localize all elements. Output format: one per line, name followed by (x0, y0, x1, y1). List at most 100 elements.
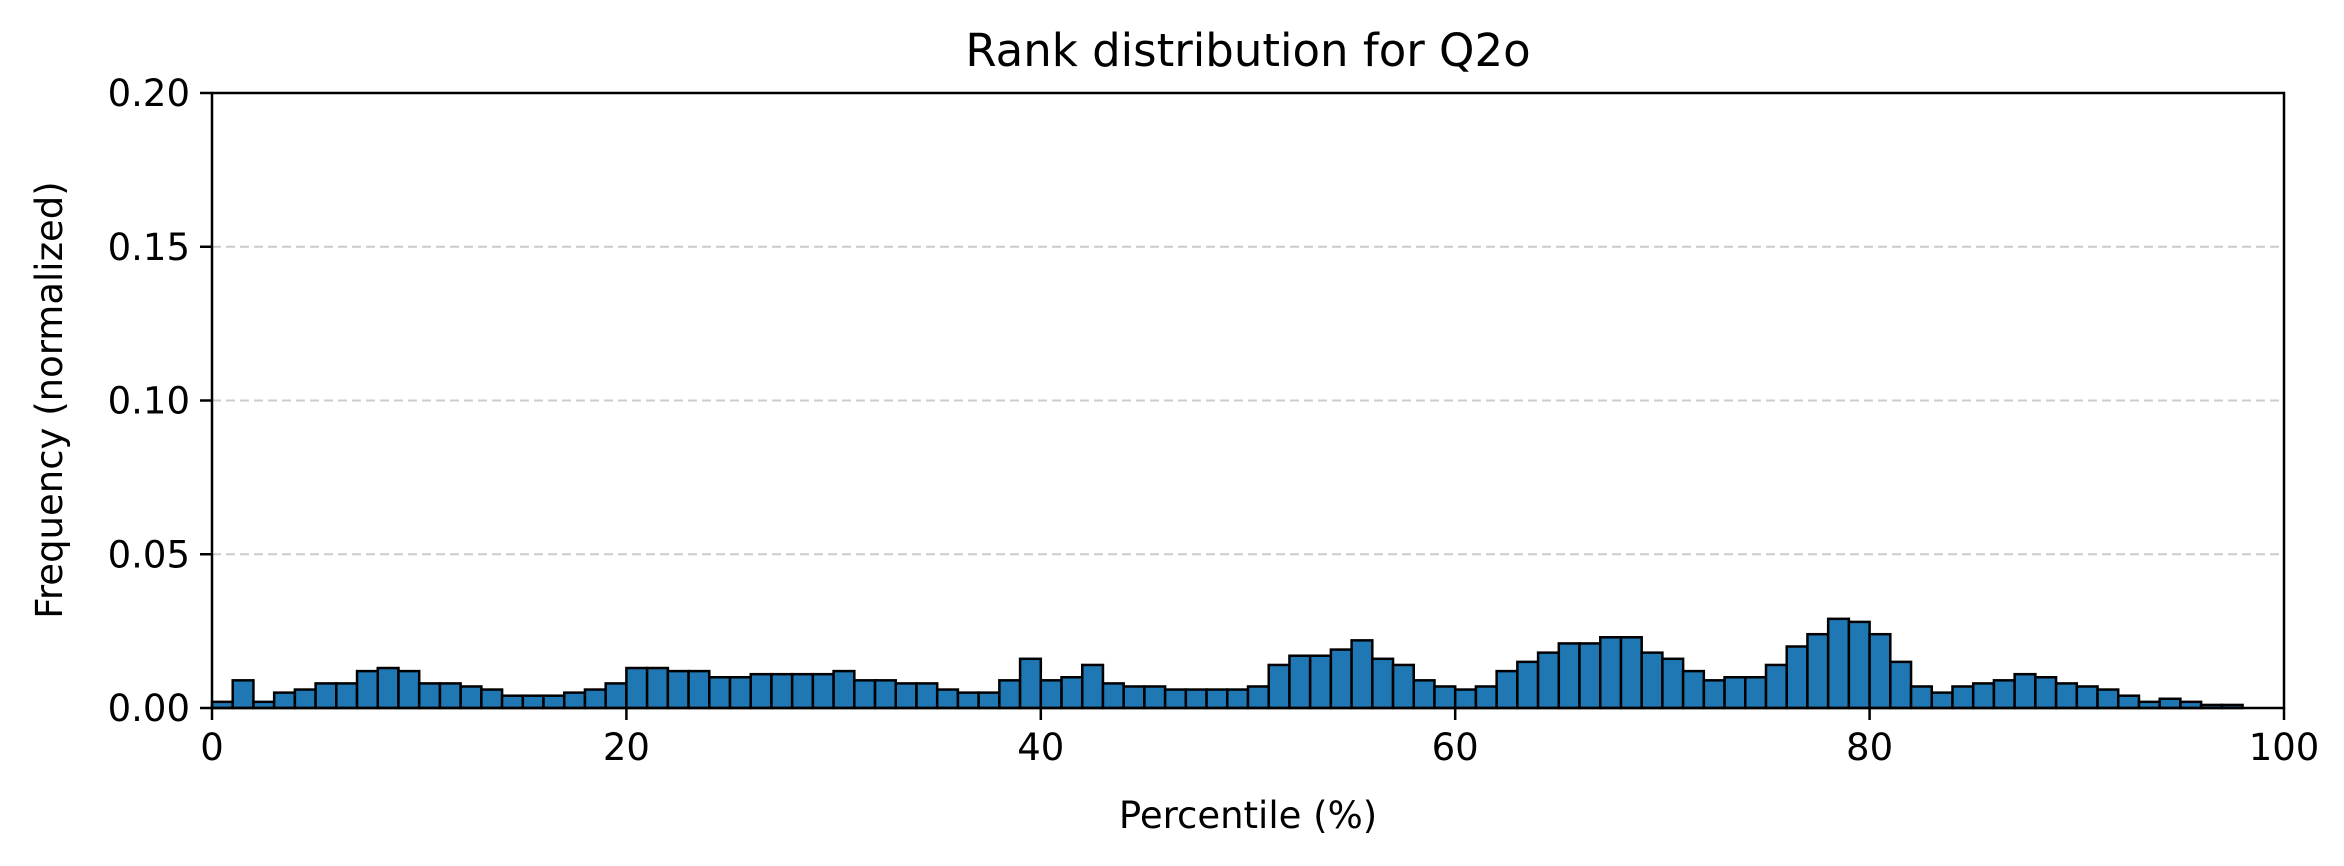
bar-7 (355, 669, 380, 710)
bar-6 (335, 682, 359, 710)
bar-39 (1018, 657, 1043, 710)
bar-78 (1826, 617, 1851, 710)
bar-48 (1205, 688, 1229, 710)
bar-73 (1723, 676, 1747, 710)
bar-61 (1474, 685, 1498, 710)
bar-43 (1101, 682, 1125, 710)
bar-37 (977, 691, 1001, 710)
bar-52 (1288, 654, 1312, 710)
bar-27 (770, 672, 794, 710)
bar-63 (1516, 660, 1540, 710)
bar-56 (1371, 657, 1395, 710)
bar-3 (272, 691, 297, 710)
bar-68 (1619, 636, 1643, 710)
bar-70 (1661, 657, 1685, 710)
bar-90 (2075, 685, 2099, 710)
bar-17 (562, 691, 587, 710)
bar-69 (1640, 651, 1664, 710)
bar-25 (728, 676, 752, 710)
bar-4 (293, 688, 317, 710)
x-tick-label-3: 60 (1432, 726, 1479, 769)
bar-33 (894, 682, 918, 710)
bar-9 (397, 669, 421, 710)
bar-46 (1163, 688, 1188, 710)
bar-18 (583, 688, 607, 710)
bar-16 (542, 694, 566, 710)
bar-15 (521, 694, 545, 710)
bar-44 (1122, 685, 1146, 710)
bar-22 (666, 669, 690, 710)
x-tick-label-4: 80 (1846, 726, 1893, 769)
bar-47 (1184, 688, 1208, 710)
y-tick-label-4: 0.20 (108, 72, 190, 115)
bar-14 (500, 694, 525, 710)
bar-24 (708, 676, 732, 710)
bar-20 (625, 666, 649, 710)
bar-23 (687, 669, 711, 710)
bar-66 (1578, 642, 1602, 710)
bar-45 (1143, 685, 1167, 710)
bar-30 (832, 669, 856, 710)
bar-36 (956, 691, 980, 710)
bar-74 (1744, 676, 1768, 710)
bar-57 (1391, 663, 1416, 710)
bar-31 (853, 679, 877, 710)
bar-85 (1971, 682, 1996, 710)
y-tick-label-2: 0.10 (108, 380, 190, 423)
bar-94 (2158, 697, 2182, 710)
bar-32 (873, 679, 898, 710)
bar-65 (1557, 642, 1581, 710)
bar-79 (1847, 620, 1871, 710)
bar-35 (935, 688, 960, 710)
bar-60 (1453, 688, 1478, 710)
bar-87 (2013, 672, 2037, 710)
bar-71 (1681, 669, 1706, 710)
bar-26 (749, 672, 773, 710)
bar-12 (459, 685, 483, 710)
bar-54 (1329, 648, 1353, 710)
bar-80 (1868, 632, 1892, 710)
bar-51 (1267, 663, 1291, 710)
x-tick-label-2: 40 (1017, 726, 1064, 769)
bar-77 (1806, 632, 1830, 710)
y-axis-ticks: 0.00 0.05 0.10 0.15 0.20 (108, 72, 212, 730)
bar-58 (1412, 679, 1436, 710)
bar-11 (438, 682, 462, 710)
bar-67 (1598, 636, 1623, 710)
bar-92 (2116, 694, 2141, 710)
bar-53 (1308, 654, 1333, 710)
x-axis-label: Percentile (%) (1119, 794, 1377, 837)
bar-62 (1495, 669, 1519, 710)
bar-38 (998, 679, 1022, 710)
bar-34 (915, 682, 939, 710)
bar-72 (1702, 679, 1726, 710)
bar-55 (1350, 639, 1374, 710)
bar-86 (1992, 679, 2016, 710)
bar-88 (2034, 676, 2058, 710)
bar-13 (480, 688, 504, 710)
grid-lines (212, 245, 2284, 556)
bar-49 (1226, 688, 1250, 710)
bar-29 (811, 672, 835, 710)
bars (210, 617, 2244, 710)
y-axis-label: Frequency (normalized) (28, 181, 71, 618)
bar-81 (1889, 660, 1913, 710)
bar-19 (604, 682, 628, 710)
y-tick-label-1: 0.05 (108, 533, 190, 576)
x-tick-label-0: 0 (200, 726, 224, 769)
y-tick-label-0: 0.00 (108, 687, 190, 730)
bar-84 (1951, 685, 1975, 710)
x-axis-ticks: 0 20 40 60 80 100 (200, 708, 2319, 769)
x-tick-label-5: 100 (2249, 726, 2320, 769)
bar-42 (1080, 663, 1105, 710)
bar-21 (645, 666, 670, 710)
chart-title: Rank distribution for Q2o (965, 24, 1530, 77)
bar-40 (1039, 679, 1063, 710)
bar-28 (790, 672, 815, 710)
bar-75 (1764, 663, 1788, 710)
bar-5 (314, 682, 338, 710)
bar-41 (1060, 676, 1084, 710)
x-tick-label-1: 20 (603, 726, 650, 769)
bar-10 (417, 682, 442, 710)
